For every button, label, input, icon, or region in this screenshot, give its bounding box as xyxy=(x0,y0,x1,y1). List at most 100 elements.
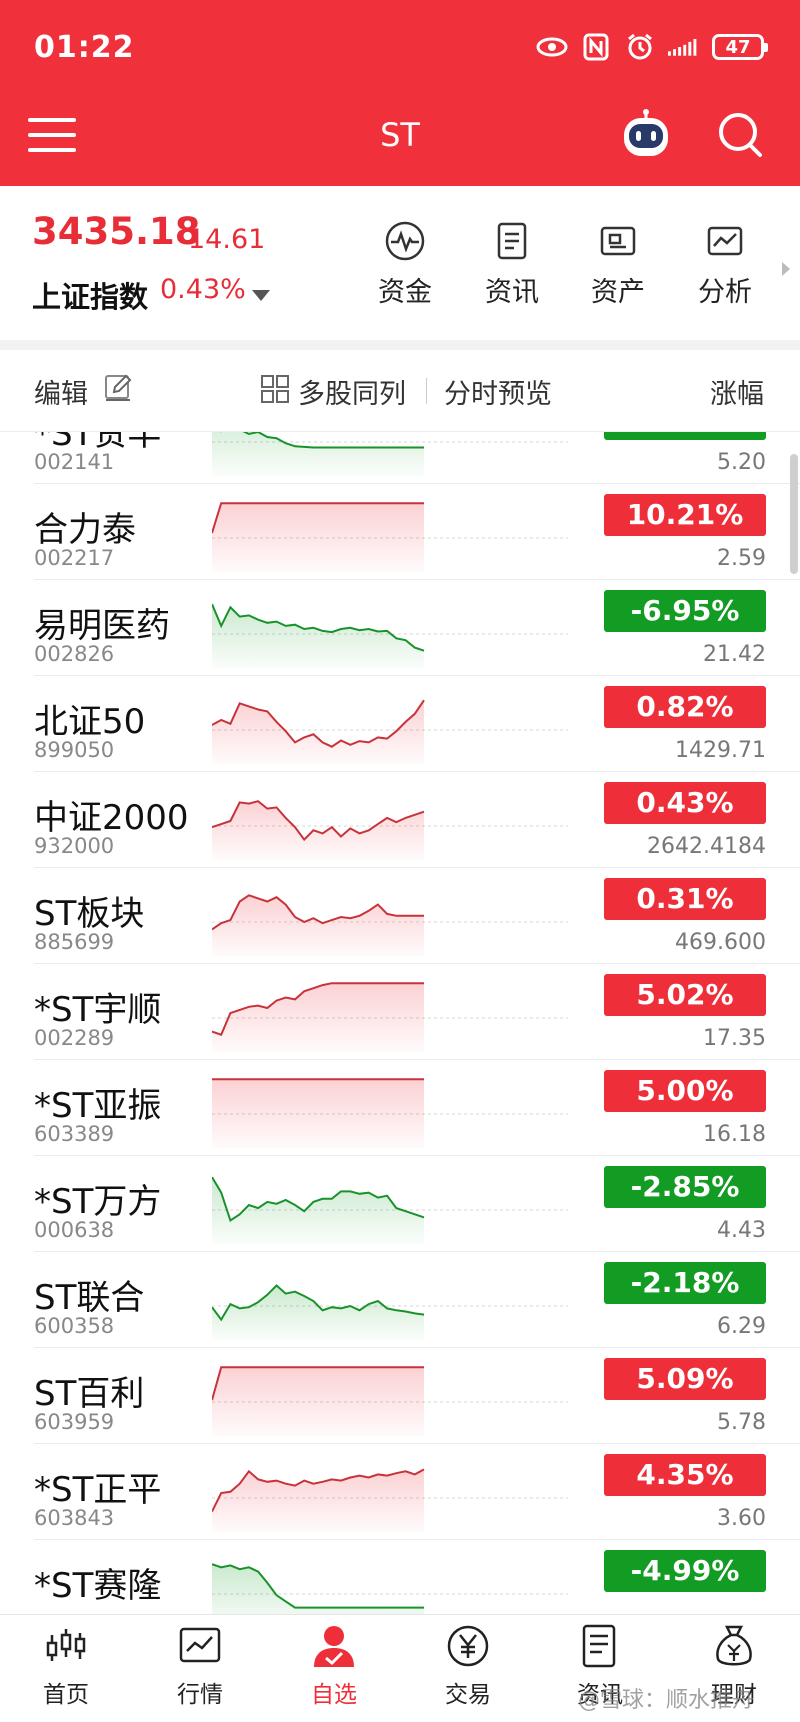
tab-home[interactable]: 首页 xyxy=(16,1623,116,1709)
page-title: ST xyxy=(380,116,420,154)
change-badge[interactable]: 5.09% xyxy=(604,1358,766,1400)
index-price: 3435.18 xyxy=(32,210,201,253)
wallet-icon xyxy=(597,220,639,262)
intraday-sparkline xyxy=(212,1176,568,1244)
chevron-down-icon[interactable] xyxy=(252,290,270,301)
change-badge[interactable]: -2.85% xyxy=(604,1166,766,1208)
stock-row[interactable]: *ST亚振 603389 5.00% 16.18 xyxy=(0,1060,800,1156)
intraday-sparkline xyxy=(212,699,568,764)
change-badge[interactable]: -4.99% xyxy=(604,1550,766,1592)
scrollbar[interactable] xyxy=(790,454,798,574)
stock-price: 6.29 xyxy=(717,1314,766,1339)
stock-row[interactable]: *ST正平 603843 4.35% 3.60 xyxy=(0,1444,800,1540)
tab-watchlist[interactable]: 自选 xyxy=(284,1623,384,1709)
intraday-preview-button[interactable]: 分时预览 xyxy=(444,379,552,410)
quick-action-analysis[interactable]: 分析 xyxy=(680,220,770,309)
sparkline-line xyxy=(212,1468,425,1513)
change-badge[interactable]: 0.43% xyxy=(604,782,766,824)
stock-row[interactable]: ST板块 885699 0.31% 469.600 xyxy=(0,868,800,964)
eye-icon xyxy=(536,32,568,62)
stock-name: *ST贤丰 xyxy=(34,432,162,454)
bottom-tab-bar: 首页 行情 自选 交易 资讯 理财 xyxy=(0,1614,800,1722)
change-badge[interactable]: -6.95% xyxy=(604,590,766,632)
stock-row[interactable]: 北证50 899050 0.82% 1429.71 xyxy=(0,676,800,772)
nfc-icon xyxy=(580,32,612,62)
favorite-user-icon xyxy=(311,1623,357,1669)
stock-name: ST板块 xyxy=(34,894,145,934)
quick-action-news[interactable]: 资讯 xyxy=(467,220,557,309)
change-badge[interactable]: 5.00% xyxy=(604,1070,766,1112)
stock-row[interactable]: *ST宇顺 002289 5.02% 17.35 xyxy=(0,964,800,1060)
sparkline-line xyxy=(212,1563,424,1609)
status-time: 01:22 xyxy=(34,30,135,65)
intraday-sparkline xyxy=(212,1078,568,1148)
tab-wealth[interactable]: 理财 xyxy=(684,1623,784,1709)
change-badge[interactable]: 5.02% xyxy=(604,974,766,1016)
stock-name: 易明医药 xyxy=(34,606,170,646)
index-name[interactable]: 上证指数 xyxy=(32,280,149,314)
quick-action-assets[interactable]: 资产 xyxy=(573,220,663,309)
quick-action-funds[interactable]: 资金 xyxy=(360,220,450,309)
change-badge[interactable]: -4.94% xyxy=(604,432,766,440)
section-divider xyxy=(0,340,800,350)
stock-row[interactable]: ST百利 603959 5.09% 5.78 xyxy=(0,1348,800,1444)
sparkline-area xyxy=(212,1469,424,1532)
sparkline-line xyxy=(212,699,425,748)
battery-icon: 47 xyxy=(712,34,768,60)
sparkline-line xyxy=(212,1366,424,1401)
trend-chart-icon xyxy=(177,1623,223,1669)
sort-by-change-button[interactable]: 涨幅 xyxy=(710,379,764,410)
intraday-sparkline xyxy=(212,894,568,956)
intraday-sparkline xyxy=(212,982,568,1052)
change-badge[interactable]: 4.35% xyxy=(604,1454,766,1496)
stock-price: 1429.71 xyxy=(675,738,766,763)
stock-name: 合力泰 xyxy=(34,510,136,550)
stock-row[interactable]: 合力泰 002217 10.21% 2.59 xyxy=(0,484,800,580)
stock-code: 899050 xyxy=(34,738,115,762)
change-badge[interactable]: 0.31% xyxy=(604,878,766,920)
tab-news[interactable]: 资讯 xyxy=(550,1623,650,1709)
stock-code: 603843 xyxy=(34,1506,115,1530)
sparkline-area xyxy=(212,983,424,1052)
stock-row[interactable]: *ST万方 000638 -2.85% 4.43 xyxy=(0,1156,800,1252)
document-icon xyxy=(491,220,533,262)
robot-assistant-icon[interactable] xyxy=(618,108,674,160)
stock-code: 002826 xyxy=(34,642,115,666)
change-badge[interactable]: -2.18% xyxy=(604,1262,766,1304)
sparkline-area xyxy=(212,503,424,572)
index-change: 14.61 xyxy=(188,224,266,255)
stock-name: *ST万方 xyxy=(34,1182,162,1222)
multi-stock-button[interactable]: 多股同列 xyxy=(298,379,406,410)
news-icon xyxy=(577,1623,623,1669)
chevron-right-icon[interactable] xyxy=(782,262,790,276)
edit-button[interactable]: 编辑 xyxy=(34,379,88,410)
intraday-sparkline xyxy=(212,800,568,860)
stock-row[interactable]: 易明医药 002826 -6.95% 21.42 xyxy=(0,580,800,676)
sparkline-area xyxy=(212,700,424,764)
intraday-sparkline xyxy=(212,1563,568,1614)
signal-icon xyxy=(668,32,700,62)
stock-row[interactable]: ST联合 600358 -2.18% 6.29 xyxy=(0,1252,800,1348)
tab-trade[interactable]: 交易 xyxy=(418,1623,518,1709)
grid-icon[interactable] xyxy=(260,374,290,404)
change-badge[interactable]: 10.21% xyxy=(604,494,766,536)
stock-row[interactable]: *ST赛隆 -4.99% xyxy=(0,1540,800,1614)
sparkline-area xyxy=(212,1079,424,1148)
money-bag-icon xyxy=(711,1623,757,1669)
stock-name: 中证2000 xyxy=(34,798,189,838)
index-summary-panel[interactable]: 3435.18 14.61 上证指数 0.43% 资金 资讯 资产 分析 xyxy=(0,186,800,340)
intraday-sparkline xyxy=(212,603,568,668)
header-separator xyxy=(426,378,427,404)
menu-icon[interactable] xyxy=(28,118,76,154)
stock-price: 21.42 xyxy=(703,642,766,667)
tab-market[interactable]: 行情 xyxy=(150,1623,250,1709)
sparkline-area xyxy=(212,1285,424,1340)
search-icon[interactable] xyxy=(716,110,764,158)
stock-code: 002289 xyxy=(34,1026,115,1050)
change-badge[interactable]: 0.82% xyxy=(604,686,766,728)
stock-row[interactable]: 中证2000 932000 0.43% 2642.4184 xyxy=(0,772,800,868)
edit-icon[interactable] xyxy=(102,372,134,404)
stock-code: 603389 xyxy=(34,1122,115,1146)
